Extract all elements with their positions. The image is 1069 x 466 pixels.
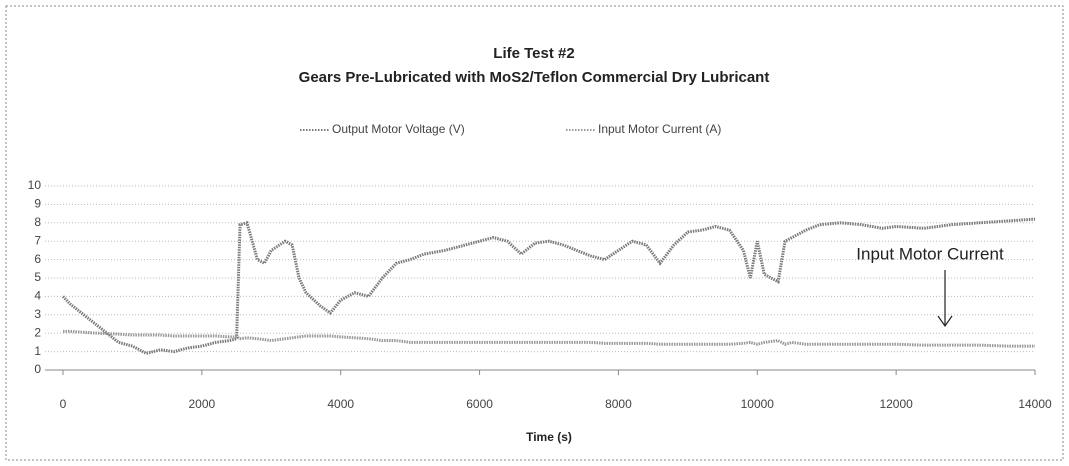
x-tick-label: 2000	[189, 397, 216, 411]
series-line	[61, 217, 1036, 356]
chart-frame	[5, 5, 1064, 461]
legend-label: Output Motor Voltage (V)	[332, 122, 465, 136]
legend-label: Input Motor Current (A)	[598, 122, 721, 136]
chart-subtitle: Gears Pre-Lubricated with MoS2/Teflon Co…	[299, 69, 770, 86]
y-tick-label: 9	[34, 197, 41, 211]
y-tick-label: 5	[34, 270, 41, 284]
y-tick-label: 7	[34, 233, 41, 247]
x-tick-label: 4000	[327, 397, 354, 411]
x-tick-label: 10000	[741, 397, 775, 411]
x-tick-label: 14000	[1018, 397, 1052, 411]
y-tick-label: 1	[34, 344, 41, 358]
annotation: Input Motor Current	[856, 244, 1004, 263]
x-tick-label: 0	[60, 397, 67, 411]
y-tick-label: 6	[34, 252, 41, 266]
y-tick-label: 8	[34, 215, 41, 229]
x-tick-label: 8000	[605, 397, 632, 411]
y-tick-label: 3	[34, 307, 41, 321]
y-tick-label: 0	[34, 362, 41, 376]
y-tick-label: 4	[34, 289, 41, 303]
series-line	[63, 329, 1035, 348]
chart-title: Life Test #2	[493, 45, 574, 62]
y-tick-label: 10	[28, 178, 42, 192]
x-axis-title: Time (s)	[526, 430, 572, 444]
annotation-arrowhead	[937, 315, 953, 328]
y-tick-label: 2	[34, 325, 41, 339]
x-tick-label: 6000	[466, 397, 493, 411]
x-tick-label: 12000	[879, 397, 913, 411]
